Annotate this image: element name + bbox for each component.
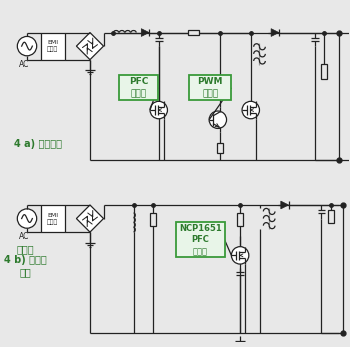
Bar — [328, 210, 334, 223]
Bar — [41, 205, 65, 232]
Text: EMI
濾波器: EMI 濾波器 — [47, 213, 58, 225]
Text: 4 a) 傳統架構: 4 a) 傳統架構 — [14, 139, 62, 149]
Bar — [189, 75, 231, 100]
Bar — [150, 213, 156, 226]
Polygon shape — [76, 33, 104, 60]
Bar — [217, 143, 223, 153]
Circle shape — [209, 111, 226, 128]
Text: PFC
控制器: PFC 控制器 — [129, 77, 148, 98]
Circle shape — [150, 101, 167, 119]
Text: NCP1651
PFC
控制器: NCP1651 PFC 控制器 — [179, 223, 222, 256]
Text: 改進的
4 b) 單段式
架構: 改進的 4 b) 單段式 架構 — [4, 244, 47, 277]
Bar — [322, 64, 327, 79]
Circle shape — [17, 36, 37, 56]
Bar — [41, 33, 65, 60]
Circle shape — [242, 101, 259, 119]
Polygon shape — [281, 201, 288, 209]
Text: AC: AC — [19, 60, 30, 69]
Text: EMI
濾波器: EMI 濾波器 — [47, 40, 58, 52]
Text: AC: AC — [19, 232, 30, 241]
Bar — [188, 29, 200, 35]
Bar — [119, 75, 158, 100]
Bar — [237, 213, 243, 226]
Circle shape — [17, 209, 37, 228]
Polygon shape — [271, 29, 279, 36]
Circle shape — [231, 247, 249, 264]
Text: PWM
控制器: PWM 控制器 — [197, 77, 223, 98]
Polygon shape — [76, 205, 104, 232]
Polygon shape — [141, 29, 149, 36]
Bar — [176, 222, 225, 257]
